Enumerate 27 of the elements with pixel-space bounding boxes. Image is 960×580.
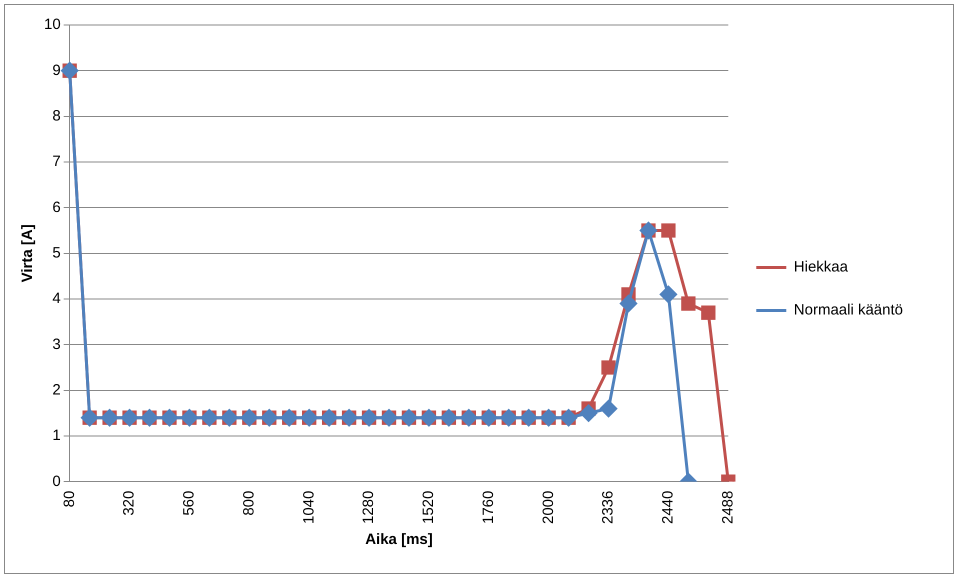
y-tick-label: 8 xyxy=(52,107,61,124)
y-tick-label: 9 xyxy=(52,62,61,79)
y-tick-label: 4 xyxy=(52,290,61,308)
x-tick-label: 1040 xyxy=(300,490,318,524)
x-tick-label: 1520 xyxy=(420,490,438,524)
x-tick-label: 800 xyxy=(240,490,258,516)
y-axis-title: Virta [A] xyxy=(19,224,36,282)
x-tick-label: 1760 xyxy=(480,490,497,524)
y-tick-label: 5 xyxy=(52,244,61,262)
legend-label: Hiekkaa xyxy=(794,258,849,276)
y-tick-label: 2 xyxy=(52,381,61,398)
legend-label: Normaali kääntö xyxy=(794,302,903,319)
y-tick-label: 1 xyxy=(52,427,61,444)
y-tick-label: 3 xyxy=(52,336,61,353)
x-tick-label: 2000 xyxy=(540,490,557,524)
y-tick-label: 6 xyxy=(52,198,61,216)
x-tick-label: 2488 xyxy=(719,490,736,524)
y-tick-label: 0 xyxy=(52,472,61,490)
y-tick-label: 7 xyxy=(52,153,61,170)
x-tick-label: 560 xyxy=(180,490,198,516)
x-tick-label: 2336 xyxy=(600,490,617,524)
x-tick-label: 1280 xyxy=(360,490,378,524)
y-tick-label: 10 xyxy=(44,16,61,34)
x-tick-label: 320 xyxy=(120,490,138,516)
x-tick-label: 80 xyxy=(60,490,78,508)
x-tick-label: 2440 xyxy=(660,490,677,524)
x-axis-title: Aika [ms] xyxy=(365,531,433,548)
